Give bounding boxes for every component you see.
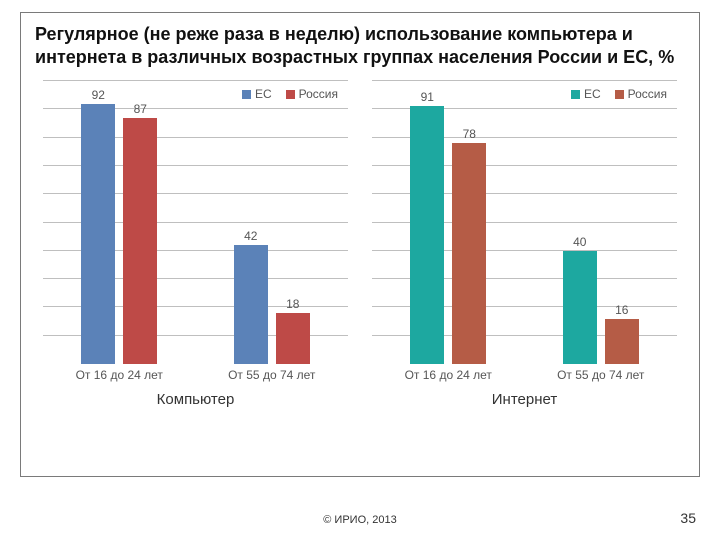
legend-label-russia: Россия [628,87,667,101]
plot-area: ЕС Россия 91784016 [372,80,677,364]
bar-ec: 92 [81,104,115,364]
bar-value: 87 [123,102,157,116]
bar-value: 42 [234,229,268,243]
slide: Регулярное (не реже раза в неделю) испол… [0,0,720,540]
bar-group: 4218 [196,81,349,364]
bar-russia: 87 [123,118,157,364]
source-text: © ИРИО, 2013 [0,514,720,526]
page-number: 35 [680,510,696,526]
bar-ec: 40 [563,251,597,364]
plot-area: ЕС Россия 92874218 [43,80,348,364]
bar-russia: 18 [276,313,310,364]
swatch-ec-icon [571,90,580,99]
x-axis-labels: От 16 до 24 летОт 55 до 74 лет [372,368,677,382]
bar-value: 78 [452,127,486,141]
charts-row: ЕС Россия 92874218 От 16 до 24 летОт 55 … [35,74,685,404]
bar-ec: 91 [410,106,444,364]
x-tick-label: От 16 до 24 лет [43,368,196,382]
legend: ЕС Россия [571,87,667,101]
x-axis-labels: От 16 до 24 летОт 55 до 74 лет [43,368,348,382]
bar-group: 9178 [372,81,525,364]
chart-computer: ЕС Россия 92874218 От 16 до 24 летОт 55 … [35,74,356,404]
bar-group: 9287 [43,81,196,364]
swatch-russia-icon [286,90,295,99]
chart-title: Регулярное (не реже раза в неделю) испол… [35,23,685,68]
x-tick-label: От 55 до 74 лет [196,368,349,382]
bar-value: 16 [605,303,639,317]
bar-groups: 92874218 [43,81,348,364]
legend-item-ec: ЕС [571,87,601,101]
bar-russia: 16 [605,319,639,364]
bar-value: 91 [410,90,444,104]
legend-label-ec: ЕС [255,87,272,101]
legend-item-ec: ЕС [242,87,272,101]
bar-value: 40 [563,235,597,249]
axis-title: Компьютер [35,391,356,408]
chart-internet: ЕС Россия 91784016 От 16 до 24 летОт 55 … [364,74,685,404]
bar-group: 4016 [525,81,678,364]
footer: © ИРИО, 2013 35 [0,514,720,526]
legend-label-ec: ЕС [584,87,601,101]
x-tick-label: От 55 до 74 лет [525,368,678,382]
legend: ЕС Россия [242,87,338,101]
content-frame: Регулярное (не реже раза в неделю) испол… [20,12,700,477]
bar-ec: 42 [234,245,268,364]
bar-value: 92 [81,88,115,102]
swatch-russia-icon [615,90,624,99]
bar-groups: 91784016 [372,81,677,364]
legend-label-russia: Россия [299,87,338,101]
axis-title: Интернет [364,391,685,408]
bar-russia: 78 [452,143,486,364]
legend-item-russia: Россия [286,87,338,101]
legend-item-russia: Россия [615,87,667,101]
bar-value: 18 [276,297,310,311]
x-tick-label: От 16 до 24 лет [372,368,525,382]
swatch-ec-icon [242,90,251,99]
